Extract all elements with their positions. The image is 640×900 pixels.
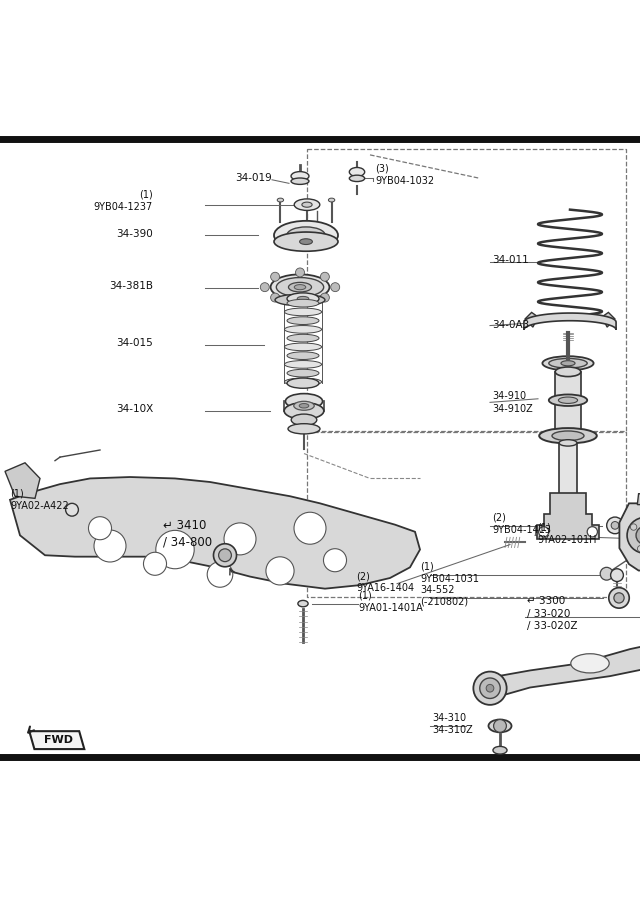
Ellipse shape <box>294 401 314 410</box>
Circle shape <box>321 293 330 302</box>
Text: (1)
9YA02-A422: (1) 9YA02-A422 <box>10 489 68 511</box>
Ellipse shape <box>285 393 323 409</box>
Circle shape <box>271 273 280 281</box>
Circle shape <box>588 526 598 537</box>
Bar <box>555 372 581 436</box>
Ellipse shape <box>284 361 321 368</box>
Text: (1)
9YA02-101H: (1) 9YA02-101H <box>537 523 596 545</box>
Circle shape <box>637 545 640 552</box>
Circle shape <box>600 567 613 580</box>
Ellipse shape <box>287 292 319 304</box>
Ellipse shape <box>284 402 324 419</box>
Ellipse shape <box>276 277 324 297</box>
Ellipse shape <box>287 317 319 325</box>
Circle shape <box>143 553 166 575</box>
Polygon shape <box>602 312 615 327</box>
Ellipse shape <box>287 378 319 388</box>
Ellipse shape <box>300 238 312 245</box>
Text: (2)
9YB04-1413: (2) 9YB04-1413 <box>492 513 551 536</box>
Circle shape <box>271 293 280 302</box>
Text: (2)
9YA16-1404: (2) 9YA16-1404 <box>356 572 414 593</box>
Circle shape <box>486 684 494 692</box>
Ellipse shape <box>300 232 312 239</box>
Ellipse shape <box>284 308 321 316</box>
Polygon shape <box>10 477 420 589</box>
Text: 34-011: 34-011 <box>492 255 529 266</box>
Circle shape <box>614 593 624 603</box>
Circle shape <box>323 549 346 572</box>
Bar <box>559 443 577 507</box>
Circle shape <box>630 524 637 530</box>
Text: 34-310
34-310Z: 34-310 34-310Z <box>432 713 473 735</box>
Circle shape <box>88 517 111 540</box>
Circle shape <box>156 530 194 569</box>
Circle shape <box>611 569 623 581</box>
Ellipse shape <box>548 394 588 406</box>
Ellipse shape <box>298 600 308 607</box>
Ellipse shape <box>284 378 321 386</box>
Ellipse shape <box>328 198 335 202</box>
Text: FWD: FWD <box>44 735 72 745</box>
Ellipse shape <box>291 414 317 426</box>
Ellipse shape <box>287 227 325 244</box>
Circle shape <box>224 523 256 555</box>
Circle shape <box>627 518 640 554</box>
Text: ↵ 3410
/ 34-800: ↵ 3410 / 34-800 <box>163 519 212 548</box>
Ellipse shape <box>571 653 609 673</box>
Circle shape <box>296 268 305 277</box>
Polygon shape <box>490 614 640 699</box>
Ellipse shape <box>274 220 338 249</box>
Polygon shape <box>637 494 640 505</box>
Text: 34-552
(-210802): 34-552 (-210802) <box>420 585 468 607</box>
Text: 34-10X: 34-10X <box>116 404 153 414</box>
Circle shape <box>493 719 506 733</box>
Ellipse shape <box>559 504 577 510</box>
Circle shape <box>65 503 79 516</box>
Ellipse shape <box>277 198 284 202</box>
Ellipse shape <box>291 178 309 184</box>
Circle shape <box>214 544 237 567</box>
Ellipse shape <box>543 356 594 370</box>
Ellipse shape <box>291 172 309 181</box>
Text: 34-0A3: 34-0A3 <box>492 320 529 329</box>
Polygon shape <box>538 492 599 539</box>
Ellipse shape <box>294 199 320 211</box>
Circle shape <box>219 549 232 562</box>
Circle shape <box>94 530 126 562</box>
Ellipse shape <box>289 283 312 292</box>
Ellipse shape <box>271 274 330 300</box>
Ellipse shape <box>284 326 321 333</box>
Circle shape <box>474 671 507 705</box>
Text: 34-910
34-910Z: 34-910 34-910Z <box>492 392 532 414</box>
Circle shape <box>266 557 294 585</box>
Polygon shape <box>29 731 84 749</box>
Text: (1)
9YB04-1237: (1) 9YB04-1237 <box>93 190 153 212</box>
Circle shape <box>607 518 623 534</box>
Text: 34-015: 34-015 <box>116 338 153 348</box>
Ellipse shape <box>556 367 581 376</box>
Circle shape <box>296 297 305 306</box>
Ellipse shape <box>294 284 306 290</box>
Polygon shape <box>525 312 538 327</box>
Text: (1)
9YB04-1031: (1) 9YB04-1031 <box>420 561 479 583</box>
Ellipse shape <box>287 334 319 342</box>
Text: (1)
9YA01-1401A: (1) 9YA01-1401A <box>358 591 423 614</box>
Polygon shape <box>620 503 640 571</box>
Ellipse shape <box>300 403 309 408</box>
Ellipse shape <box>297 296 308 301</box>
Ellipse shape <box>548 358 588 368</box>
Polygon shape <box>5 463 40 499</box>
Circle shape <box>609 588 629 608</box>
Ellipse shape <box>540 428 596 444</box>
Ellipse shape <box>274 232 338 251</box>
Circle shape <box>611 521 619 529</box>
Ellipse shape <box>288 424 320 434</box>
Ellipse shape <box>349 167 365 176</box>
Ellipse shape <box>561 361 575 365</box>
Text: 34-381B: 34-381B <box>109 281 153 291</box>
Ellipse shape <box>552 431 584 441</box>
Circle shape <box>331 283 340 292</box>
Ellipse shape <box>349 176 365 182</box>
Ellipse shape <box>275 294 325 306</box>
Ellipse shape <box>302 202 312 207</box>
